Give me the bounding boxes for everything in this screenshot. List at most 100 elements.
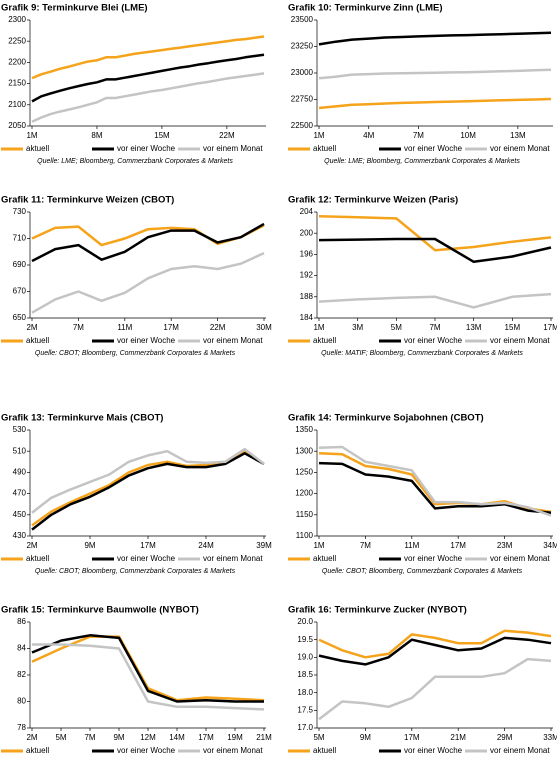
y-tick-label: 23500 <box>291 15 314 24</box>
chart-title: Grafik 14: Terminkurve Sojabohnen (CBOT) <box>288 413 484 424</box>
x-tick-label: 5M <box>313 733 324 742</box>
series-line <box>318 292 552 309</box>
x-tick-label: 2M <box>26 323 37 332</box>
series-line <box>318 445 552 517</box>
x-tick-label: 14M <box>169 733 185 742</box>
series-line <box>318 237 552 264</box>
x-tick-label: 5M <box>55 733 66 742</box>
x-tick-label: 1M <box>313 323 324 332</box>
chart-title: Grafik 12: Terminkurve Weizen (Paris) <box>288 195 458 206</box>
series-line <box>318 31 552 46</box>
y-tick-label: 184 <box>300 313 314 322</box>
series-line <box>31 251 265 314</box>
y-tick-label: 23000 <box>291 68 314 77</box>
y-tick-label: 2150 <box>8 79 26 88</box>
y-tick-label: 196 <box>300 250 314 259</box>
x-tick-label: 3M <box>352 323 363 332</box>
x-tick-label: 11M <box>117 323 132 332</box>
x-tick-label: 13M <box>510 131 526 140</box>
series-line <box>31 35 265 80</box>
x-tick-label: 17M <box>163 323 179 332</box>
chart-title: Grafik 10: Terminkurve Zinn (LME) <box>288 3 443 14</box>
x-tick-label: 19M <box>227 733 243 742</box>
y-tick-label: 2250 <box>8 36 26 45</box>
series-line <box>318 636 552 666</box>
legend-label: vor einem Monat <box>203 336 263 345</box>
x-tick-label: 17M <box>404 733 420 742</box>
source-note: Quelle: CBOT; Bloomberg, Commerzbank Cor… <box>322 568 523 575</box>
series-line <box>318 68 552 80</box>
y-tick-label: 200 <box>300 228 314 237</box>
y-tick-label: 86 <box>17 617 26 626</box>
x-tick-label: 5M <box>391 323 402 332</box>
legend-label: vor einem Monat <box>203 554 263 563</box>
x-tick-label: 7M <box>360 541 371 550</box>
x-tick-label: 30M <box>256 323 272 332</box>
y-tick-label: 80 <box>17 697 26 706</box>
x-tick-label: 7M <box>73 323 84 332</box>
legend-label: aktuell <box>26 144 49 153</box>
y-tick-label: 450 <box>13 510 27 519</box>
source-note: Quelle: MATIF; Bloomberg, Commerzbank Co… <box>321 350 523 357</box>
x-tick-label: 7M <box>413 131 424 140</box>
y-tick-label: 1250 <box>295 468 313 477</box>
legend-label: vor einer Woche <box>404 336 463 345</box>
y-tick-label: 19.0 <box>297 652 313 661</box>
legend-label: aktuell <box>313 554 336 563</box>
series-line <box>318 214 552 252</box>
x-tick-label: 11M <box>404 541 419 550</box>
legend-label: aktuell <box>313 746 336 755</box>
x-tick-label: 2M <box>26 733 37 742</box>
x-tick-label: 21M <box>256 733 272 742</box>
y-tick-label: 670 <box>13 287 27 296</box>
x-tick-label: 22M <box>219 131 235 140</box>
x-tick-label: 17M <box>543 323 557 332</box>
y-tick-label: 22500 <box>291 121 314 130</box>
y-tick-label: 730 <box>13 207 27 216</box>
y-tick-label: 19.5 <box>297 635 313 644</box>
x-tick-label: 4M <box>363 131 374 140</box>
y-tick-label: 1200 <box>295 489 313 498</box>
series-line <box>318 629 552 659</box>
chart-title: Grafik 15: Terminkurve Baumwolle (NYBOT) <box>1 605 199 616</box>
series-line <box>318 657 552 721</box>
x-tick-label: 34M <box>543 541 557 550</box>
chart-title: Grafik 16: Terminkurve Zucker (NYBOT) <box>288 605 467 616</box>
source-note: Quelle: CBOT; Bloomberg, Commerzbank Cor… <box>35 568 236 575</box>
y-tick-label: 204 <box>300 207 314 216</box>
x-tick-label: 1M <box>313 541 324 550</box>
legend-label: vor einem Monat <box>490 554 550 563</box>
legend-label: aktuell <box>313 144 336 153</box>
y-tick-label: 18.0 <box>297 688 313 697</box>
legend-label: vor einer Woche <box>117 144 176 153</box>
legend-label: aktuell <box>26 746 49 755</box>
x-tick-label: 17M <box>198 733 214 742</box>
y-tick-label: 22750 <box>291 95 314 104</box>
x-tick-label: 29M <box>497 733 513 742</box>
y-tick-label: 17.5 <box>297 705 313 714</box>
y-tick-label: 1300 <box>295 446 313 455</box>
source-note: Quelle: LME; Bloomberg, Commerzbank Corp… <box>37 158 233 165</box>
y-tick-label: 690 <box>13 260 27 269</box>
series-line <box>31 634 264 703</box>
series-line <box>31 447 265 514</box>
x-tick-label: 8M <box>91 131 102 140</box>
x-tick-label: 9M <box>84 541 95 550</box>
y-tick-label: 78 <box>17 723 26 732</box>
series-line <box>318 461 552 514</box>
chart-title: Grafik 13: Terminkurve Mais (CBOT) <box>1 413 163 424</box>
x-tick-label: 17M <box>450 541 466 550</box>
y-tick-label: 23250 <box>291 42 314 51</box>
chart-title: Grafik 11: Terminkurve Weizen (CBOT) <box>1 195 174 206</box>
y-tick-label: 84 <box>17 644 26 653</box>
x-tick-label: 21M <box>450 733 466 742</box>
source-note: Quelle: LME; Bloomberg, Commerzbank Corp… <box>324 158 520 165</box>
y-tick-label: 192 <box>300 271 314 280</box>
x-tick-label: 9M <box>113 733 124 742</box>
y-tick-label: 1350 <box>295 425 313 434</box>
x-tick-label: 9M <box>360 733 371 742</box>
x-tick-label: 23M <box>497 541 513 550</box>
legend-label: vor einem Monat <box>203 746 263 755</box>
chart-title: Grafik 9: Terminkurve Blei (LME) <box>1 3 148 14</box>
